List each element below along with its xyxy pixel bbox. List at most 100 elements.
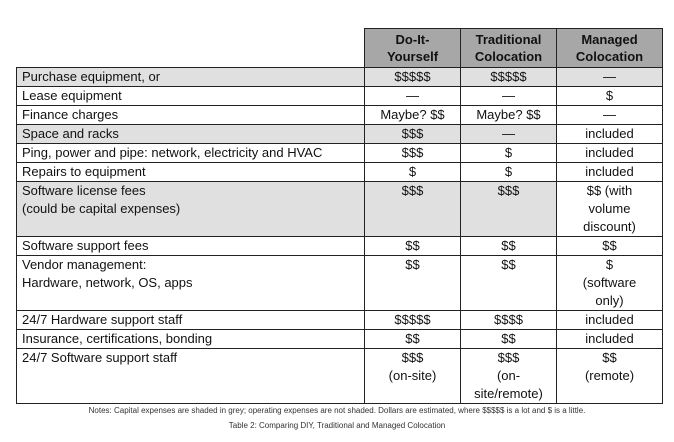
diy-cell-line: $$ [405,257,420,272]
row-label-line: Insurance, certifications, bonding [22,331,213,346]
managed-cell-line: included [585,312,634,327]
table-row: 24/7 Software support staff $$$ (on-site) $… [16,348,663,404]
row-label-line: Vendor management: [22,257,147,272]
diy-cell-line: $$$$$ [394,69,431,84]
table-row: Insurance, certifications, bonding $$ $$ in… [16,329,663,349]
diy-cell-line: $$$ [401,145,424,160]
diy-cell: $$$$$ [364,310,461,330]
diy-cell: $$$ [364,124,461,144]
row-label: Software license fees (could be capital e… [16,181,365,237]
table-row: Finance charges Maybe? $$ Maybe? $$ — [16,105,663,125]
managed-cell: $ (software only) [556,255,663,311]
traditional-cell: $$$$$ [460,67,557,87]
traditional-cell-line: $ [504,145,513,160]
diy-cell: Maybe? $$ [364,105,461,125]
managed-cell: included [556,329,663,349]
managed-cell-line: included [585,126,634,141]
row-label: Space and racks [16,124,365,144]
diy-cell: $$ [364,236,461,256]
row-label: Vendor management: Hardware, network, OS,… [16,255,365,311]
traditional-cell: $$ [460,236,557,256]
comparison-table-wrapper: Do-It- Yourself Traditional Colocation M… [16,28,663,404]
diy-cell: $$$ [364,143,461,163]
managed-cell-line: (software [582,275,637,290]
table-header-row: Do-It- Yourself Traditional Colocation M… [16,28,663,68]
traditional-cell-line: site/remote) [474,386,543,401]
diy-cell: $ [364,162,461,182]
row-label: Finance charges [16,105,365,125]
row-label: Insurance, certifications, bonding [16,329,365,349]
managed-cell-line: only) [595,293,624,308]
diy-cell: $$$ (on-site) [364,348,461,404]
managed-cell-line: — [603,69,616,84]
managed-cell-line: — [603,107,616,122]
managed-cell-line: $$ [602,350,617,365]
traditional-cell-line: Maybe? $$ [476,107,541,122]
managed-cell-line: $$ [602,238,617,253]
managed-cell-line: $ [605,257,614,272]
managed-cell: — [556,67,663,87]
diy-cell-line: $$$ [401,126,424,141]
row-label-line: 24/7 Software support staff [22,350,178,365]
diy-cell: — [364,86,461,106]
table-row: Space and racks $$$ — included [16,124,663,144]
comparison-table: Do-It- Yourself Traditional Colocation M… [16,28,663,404]
table-row: 24/7 Hardware support staff $$$$$ $$$$ incl… [16,310,663,330]
managed-cell-line: (remote) [584,368,635,383]
managed-cell: — [556,105,663,125]
traditional-cell: $$ [460,255,557,311]
traditional-cell-line: (on- [496,368,521,383]
diy-cell: $$ [364,255,461,311]
traditional-cell: — [460,86,557,106]
table-body: Purchase equipment, or $$$$$ $$$$$ — Lease e… [16,67,663,404]
managed-cell-line: included [585,164,634,179]
table-row: Ping, power and pipe: network, electrici… [16,143,663,163]
header-managed-colocation: Managed Colocation [556,28,663,68]
managed-cell-line: $$ (with [586,183,633,198]
row-label-line: (could be capital expenses) [22,201,181,216]
table-notes: Notes: Capital expenses are shaded in gr… [88,406,586,415]
row-label-line: 24/7 Hardware support staff [22,312,183,327]
table-row: Software support fees $$ $$ $$ [16,236,663,256]
row-label-line: Repairs to equipment [22,164,146,179]
managed-cell: included [556,310,663,330]
managed-cell: $$ (remote) [556,348,663,404]
managed-cell-line: included [585,331,634,346]
header-traditional-colocation: Traditional Colocation [460,28,557,68]
managed-cell-line: volume [588,201,631,216]
row-label: Purchase equipment, or [16,67,365,87]
row-label-line: Space and racks [22,126,119,141]
table-row: Purchase equipment, or $$$$$ $$$$$ — [16,67,663,87]
row-label: Ping, power and pipe: network, electrici… [16,143,365,163]
diy-cell-line: $ [408,164,417,179]
diy-cell-line: $$$ [401,350,424,365]
row-label-line: Lease equipment [22,88,122,103]
row-label: 24/7 Hardware support staff [16,310,365,330]
traditional-cell-line: — [502,88,515,103]
table-caption: Table 2: Comparing DIY, Traditional and … [228,421,446,430]
managed-cell: included [556,124,663,144]
traditional-cell: $$$ (on-site/remote) [460,348,557,404]
diy-cell-line: (on-site) [388,368,437,383]
traditional-cell: $ [460,143,557,163]
managed-cell: included [556,162,663,182]
traditional-cell-line: $$$ [497,350,520,365]
traditional-cell: $$$$ [460,310,557,330]
row-label: Repairs to equipment [16,162,365,182]
diy-cell-line: $$$ [401,183,424,198]
traditional-cell: $$ [460,329,557,349]
traditional-cell-line: $$$$$ [490,69,527,84]
traditional-cell-line: $$ [501,238,516,253]
table-row: Software license fees (could be capital e… [16,181,663,237]
diy-cell-line: $$ [405,331,420,346]
row-label: Lease equipment [16,86,365,106]
managed-cell-line: discount) [583,219,636,234]
diy-cell-line: $$ [405,238,420,253]
traditional-cell-line: — [502,126,515,141]
managed-cell: included [556,143,663,163]
row-label: Software support fees [16,236,365,256]
traditional-cell-line: $$ [501,257,516,272]
row-label: 24/7 Software support staff [16,348,365,404]
traditional-cell-line: $$ [501,331,516,346]
diy-cell-line: — [406,88,419,103]
